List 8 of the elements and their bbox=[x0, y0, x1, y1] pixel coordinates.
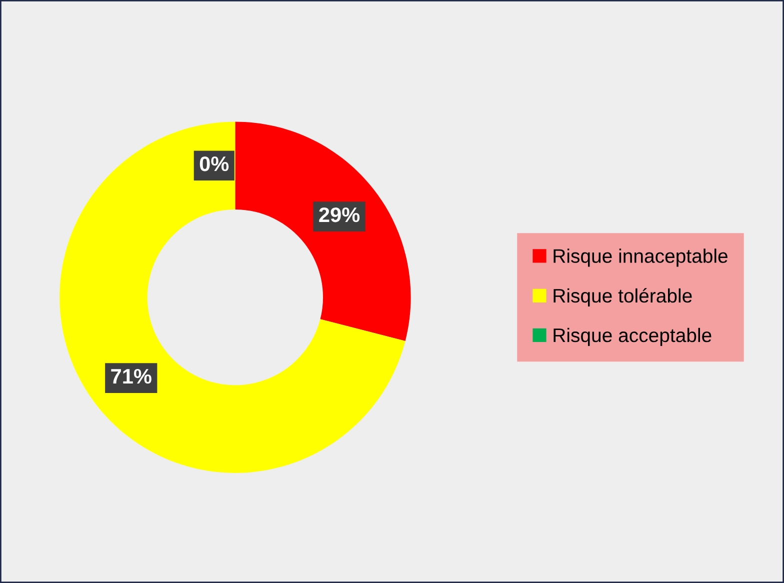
legend-label: Risque innaceptable bbox=[554, 248, 728, 267]
data-label: 29% bbox=[319, 207, 360, 222]
legend-label: Risque acceptable bbox=[554, 328, 712, 346]
legend-label: Risque tolérable bbox=[554, 288, 692, 307]
text: 0% bbox=[200, 156, 229, 172]
donut-slice bbox=[60, 122, 406, 473]
data-label: 71% bbox=[111, 368, 152, 384]
donut-slice bbox=[235, 122, 411, 342]
